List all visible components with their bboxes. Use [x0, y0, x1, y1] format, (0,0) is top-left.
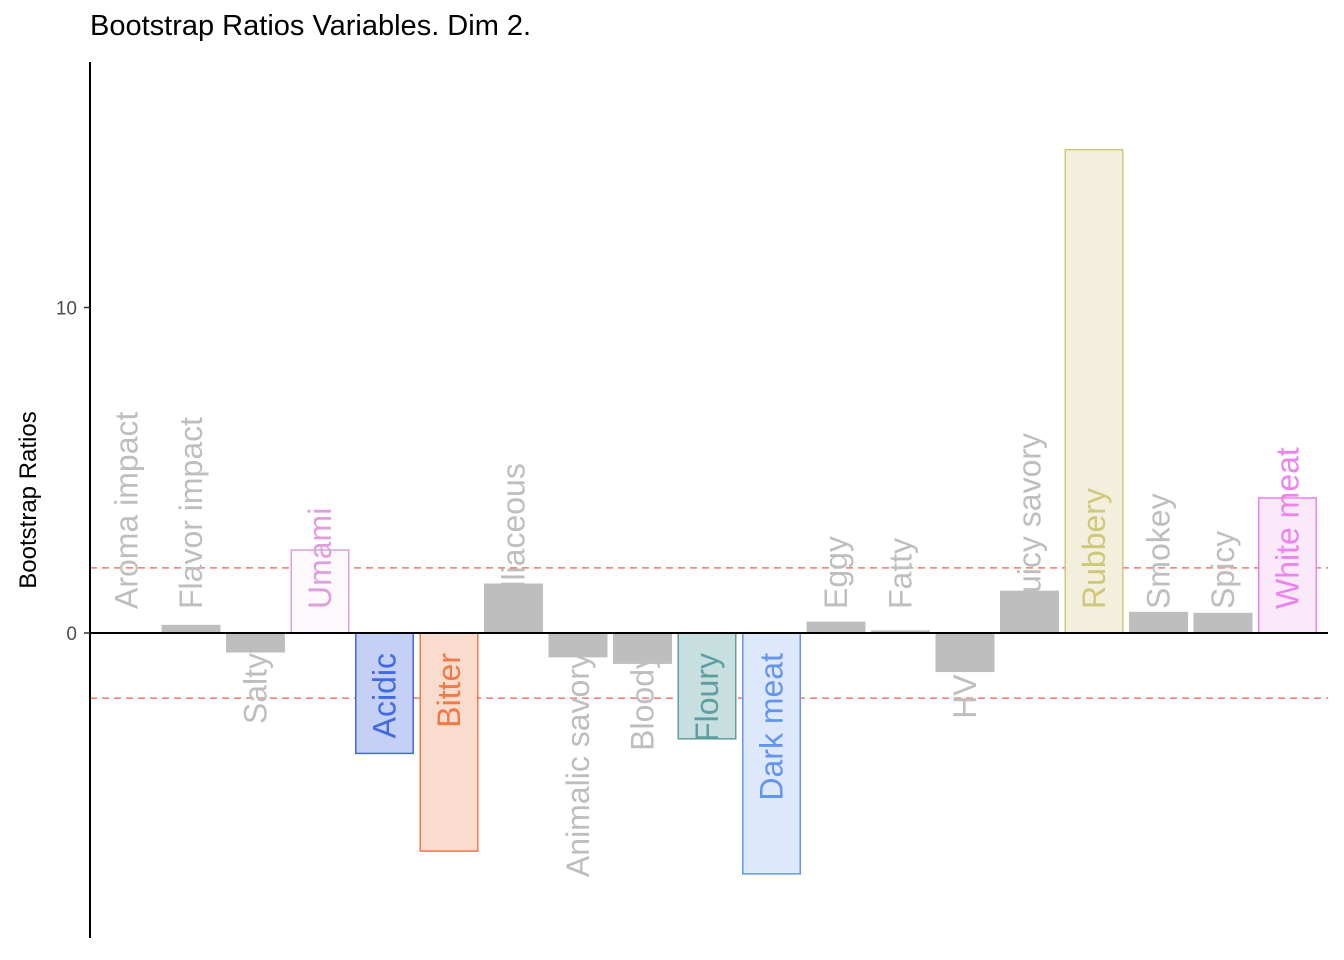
bar-label: Animalic savory	[560, 653, 596, 877]
bar-salty	[226, 633, 285, 653]
bar-umami	[290, 549, 350, 634]
bar-label: Bloody	[625, 653, 661, 751]
bar-label: Acidic	[367, 653, 403, 738]
y-axis-label: Bootstrap Ratios	[15, 411, 42, 588]
bar-label: Spicy	[1205, 531, 1241, 609]
bar-dark-meat	[742, 632, 801, 875]
bar-label: Juicy savory	[1012, 433, 1048, 609]
bar-smokey	[1129, 611, 1188, 633]
bars	[97, 148, 1317, 875]
bar-label: Bitter	[431, 653, 467, 728]
bar-label: Eggy	[818, 536, 854, 609]
bar-spicy	[1193, 612, 1253, 633]
bar-label: HVP	[947, 653, 983, 719]
bar-label: Floury	[689, 653, 725, 742]
bar-bloody	[613, 633, 672, 664]
bar-label: Aroma impact	[109, 412, 145, 610]
bar-label: Smokey	[1141, 493, 1177, 609]
bar-label: Umami	[302, 508, 338, 609]
bar-alliaceous	[484, 583, 543, 633]
bar-white-meat	[1258, 497, 1317, 634]
axes	[89, 62, 1328, 938]
bar-flavor-impact	[161, 624, 221, 633]
bar-label: Dark meat	[754, 653, 790, 801]
bar-label: Fatty	[883, 538, 919, 609]
bar-label: Alliaceous	[496, 463, 532, 609]
bar-hvp	[935, 633, 995, 673]
bar-label: Salty	[238, 653, 274, 724]
bar-label: Rubbery	[1076, 488, 1112, 609]
bar-label: White meat	[1270, 447, 1306, 609]
y-tick-label: 10	[56, 299, 77, 320]
y-ticks: 0 10	[56, 299, 90, 645]
bar-labels: Aroma impact Flavor impact Salty Umami Acidi…	[109, 412, 1306, 878]
bar-label: Flavor impact	[173, 417, 209, 609]
bar-eggy	[806, 621, 866, 633]
y-tick-label: 0	[66, 624, 77, 645]
bar-acidic	[355, 632, 414, 755]
chart-title: Bootstrap Ratios Variables. Dim 2.	[90, 10, 532, 42]
bar-juicy-savory	[1000, 590, 1059, 633]
bar-fatty	[871, 630, 930, 633]
bar-animalic-savory	[548, 633, 608, 658]
bar-bitter	[419, 632, 479, 852]
